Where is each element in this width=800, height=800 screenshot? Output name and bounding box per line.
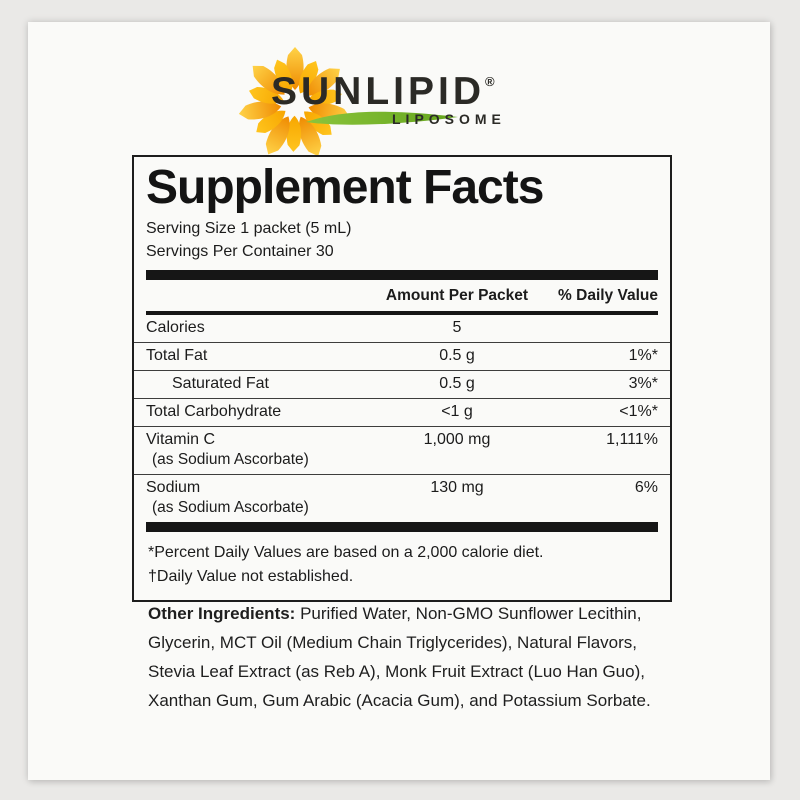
nutrient-name: Total Carbohydrate: [146, 402, 362, 422]
nutrient-daily-value: <1%*: [619, 402, 658, 420]
table-row: Total Fat 0.5 g 1%*: [134, 341, 670, 370]
nutrient-daily-value: 1,111%: [606, 430, 658, 448]
nutrient-amount: 1,000 mg: [423, 430, 491, 448]
other-ingredients-label: Other Ingredients:: [148, 604, 296, 623]
table-header: Amount Per Packet % Daily Value: [134, 280, 670, 311]
column-header-amount: Amount Per Packet: [385, 286, 529, 304]
nutrient-daily-value: 6%: [634, 478, 658, 496]
label-card: SUNLIPID® LIPOSOME Supplement Facts Serv…: [28, 22, 770, 780]
footnote-daily-value: *Percent Daily Values are based on a 2,0…: [148, 543, 544, 561]
brand-tagline: LIPOSOME: [392, 111, 506, 127]
table-row: Total Carbohydrate <1 g <1%*: [134, 397, 670, 426]
divider-thick-top: [146, 269, 658, 280]
nutrient-name-text: Total Fat: [146, 346, 208, 364]
footnote-not-established: †Daily Value not established.: [148, 567, 354, 585]
registered-mark: ®: [485, 74, 495, 89]
nutrient-name: Calories: [146, 318, 362, 338]
serving-size: Serving Size 1 packet (5 mL): [146, 219, 352, 237]
nutrient-name-text: Total Carbohydrate: [146, 402, 282, 420]
divider-medium: [146, 310, 658, 315]
column-header-dv: % Daily Value: [558, 286, 658, 304]
nutrient-amount: 5: [452, 318, 462, 336]
nutrient-name: Saturated Fat: [146, 374, 362, 394]
nutrient-daily-value: 1%*: [628, 346, 658, 364]
other-ingredients: Other Ingredients: Purified Water, Non-G…: [148, 599, 670, 715]
nutrient-source-text: (as Sodium Ascorbate): [152, 498, 309, 516]
table-row: Vitamin C (as Sodium Ascorbate) 1,000 mg …: [134, 425, 670, 474]
servings-per-container: Servings Per Container 30: [146, 242, 334, 260]
other-ingredients-text: Purified Water, Non-GMO Sunflower Lecith…: [148, 604, 651, 710]
nutrient-name: Sodium (as Sodium Ascorbate): [146, 478, 362, 518]
nutrient-name-text: Saturated Fat: [172, 374, 269, 392]
nutrient-name: Total Fat: [146, 346, 362, 366]
panel-title: Supplement Facts: [146, 161, 544, 214]
brand-wordmark: SUNLIPID: [271, 70, 486, 113]
green-swoosh-icon: [306, 111, 458, 125]
nutrient-amount: <1 g: [441, 402, 473, 420]
divider-thick-bottom: [146, 521, 658, 532]
nutrient-name-text: Calories: [146, 318, 205, 336]
nutrient-daily-value: 3%*: [628, 374, 658, 392]
table-row: Calories 5: [134, 315, 670, 342]
nutrient-amount: 130 mg: [430, 478, 484, 496]
footnotes: *Percent Daily Values are based on a 2,0…: [134, 532, 670, 600]
table-row: Sodium (as Sodium Ascorbate) 130 mg 6%: [134, 473, 670, 522]
brand-name: SUNLIPID®: [271, 72, 495, 111]
nutrient-rows: Calories 5 Total Fat 0.5 g 1%* Saturated…: [134, 315, 670, 522]
supplement-facts-panel: Supplement Facts Serving Size 1 packet (…: [132, 155, 672, 602]
nutrient-amount: 0.5 g: [439, 374, 475, 392]
nutrient-amount: 0.5 g: [439, 346, 475, 364]
nutrient-name: Vitamin C (as Sodium Ascorbate): [146, 430, 362, 470]
nutrient-source-text: (as Sodium Ascorbate): [152, 450, 309, 468]
nutrient-name-text: Sodium: [146, 478, 201, 496]
table-row: Saturated Fat 0.5 g 3%*: [134, 369, 670, 398]
nutrient-name-text: Vitamin C: [146, 430, 216, 448]
